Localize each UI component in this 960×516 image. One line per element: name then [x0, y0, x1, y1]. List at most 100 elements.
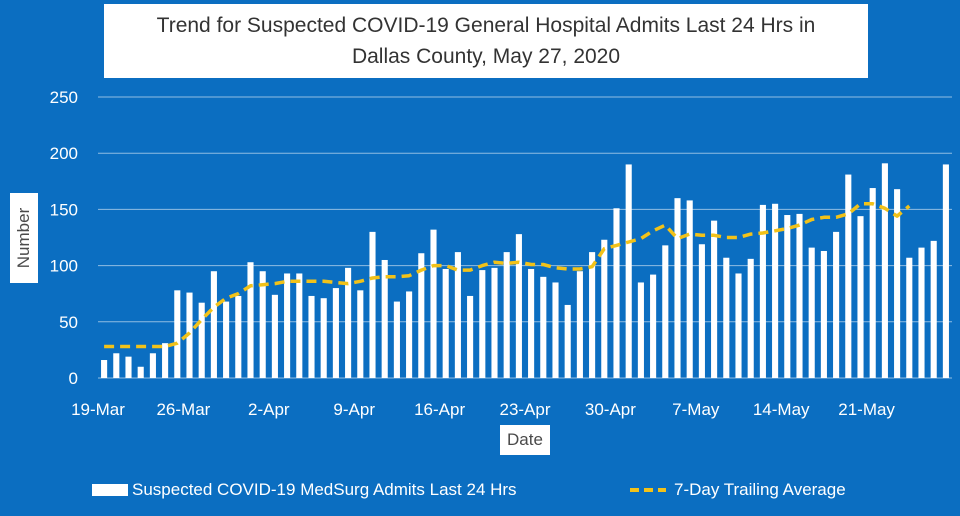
chart-title-line-1: Trend for Suspected COVID-19 General Hos… [156, 14, 816, 37]
bar-21-Mar [125, 356, 132, 378]
bar-3-Apr [284, 273, 291, 378]
bar-3-May [650, 274, 657, 378]
bar-19-May [845, 174, 852, 378]
bar-29-Mar [223, 301, 230, 378]
x-axis-label-text: Date [507, 430, 543, 449]
bar-22-Apr [515, 234, 522, 378]
bar-26-May [930, 240, 937, 378]
bar-19-Mar [101, 360, 108, 378]
legend-bar-swatch [92, 484, 128, 496]
x-tick-label-26-Mar: 26-Mar [156, 400, 210, 419]
trailing-average-line [104, 202, 911, 349]
x-tick-label-2-Apr: 2-Apr [248, 400, 290, 419]
bar-24-May [906, 257, 913, 378]
bar-4-May [662, 245, 669, 378]
bar-16-May [808, 247, 815, 378]
y-tick-label-100: 100 [50, 257, 78, 276]
bar-7-May [698, 244, 705, 378]
legend: Suspected COVID-19 MedSurg Admits Last 2… [0, 476, 960, 504]
bar-13-May [772, 203, 779, 378]
bar-29-Apr [601, 239, 608, 378]
y-tick-label-0: 0 [69, 369, 78, 388]
bar-28-Mar [210, 271, 217, 378]
bar-28-Apr [589, 252, 596, 378]
bar-24-Apr [540, 276, 547, 378]
bar-25-Apr [552, 282, 559, 378]
bar-23-May [894, 189, 901, 378]
bar-15-Apr [430, 229, 437, 378]
y-tick-label-150: 150 [50, 200, 78, 219]
bar-11-Apr [381, 259, 388, 378]
bar-5-May [674, 198, 681, 378]
bar-10-Apr [369, 231, 376, 378]
bar-6-Apr [320, 298, 327, 378]
x-tick-label-16-Apr: 16-Apr [414, 400, 465, 419]
bar-2-May [637, 282, 644, 378]
y-tick-label-50: 50 [59, 313, 78, 332]
x-axis-label: Date [500, 425, 550, 455]
bar-19-Apr [479, 270, 486, 378]
bar-23-Apr [528, 268, 535, 378]
bar-22-May [881, 163, 888, 378]
bar-17-May [820, 250, 827, 378]
bar-27-May [942, 164, 949, 378]
bar-11-May [747, 258, 754, 378]
line-series [104, 202, 911, 349]
bar-20-May [857, 216, 864, 378]
bar-26-Mar [186, 292, 193, 378]
bar-22-Mar [137, 366, 144, 378]
bar-15-May [796, 213, 803, 378]
y-tick-label-250: 250 [50, 88, 78, 107]
chart-plot: 0 50 100 150 200 250 19-Mar 26-Mar 2-Apr 9-Apr 16… [50, 88, 952, 419]
bar-9-May [723, 257, 730, 378]
x-tick-label-14-May: 14-May [753, 400, 810, 419]
bar-30-Mar [235, 295, 242, 378]
bar-24-Mar [162, 343, 169, 378]
bar-10-May [735, 273, 742, 378]
x-tick-label-7-May: 7-May [672, 400, 720, 419]
bar-13-Apr [406, 291, 413, 378]
y-axis-ticks: 0 50 100 150 200 250 [50, 88, 78, 388]
chart-title: Trend for Suspected COVID-19 General Hos… [104, 4, 868, 78]
bar-25-May [918, 247, 925, 378]
bar-31-Mar [247, 262, 254, 378]
x-tick-label-23-Apr: 23-Apr [499, 400, 550, 419]
bar-18-May [833, 231, 840, 378]
bar-17-Apr [454, 252, 461, 378]
bar-series [101, 163, 949, 378]
bar-4-Apr [296, 273, 303, 378]
bar-12-Apr [393, 301, 400, 378]
x-tick-label-9-Apr: 9-Apr [333, 400, 375, 419]
bar-20-Mar [113, 353, 120, 378]
x-axis-ticks: 19-Mar 26-Mar 2-Apr 9-Apr 16-Apr 23-Apr 30-Apr… [71, 400, 895, 419]
bar-14-Apr [418, 253, 425, 378]
legend-item-line: 7-Day Trailing Average [630, 476, 846, 504]
bar-30-Apr [613, 208, 620, 378]
x-tick-label-21-May: 21-May [838, 400, 895, 419]
bar-25-Mar [174, 290, 181, 378]
legend-line-label: 7-Day Trailing Average [674, 480, 846, 499]
bar-21-Apr [503, 252, 510, 378]
bar-18-Apr [467, 295, 474, 378]
bar-2-Apr [271, 294, 278, 378]
bar-1-May [625, 164, 632, 378]
chart-title-line-2: Dallas County, May 27, 2020 [351, 45, 621, 68]
x-tick-label-30-Apr: 30-Apr [585, 400, 636, 419]
y-tick-label-200: 200 [50, 144, 78, 163]
legend-bar-label: Suspected COVID-19 MedSurg Admits Last 2… [132, 480, 517, 499]
bar-7-Apr [332, 288, 339, 378]
bar-1-Apr [259, 271, 266, 378]
x-tick-label-19-Mar: 19-Mar [71, 400, 125, 419]
bar-23-Mar [149, 353, 156, 378]
bar-21-May [869, 188, 876, 378]
bar-8-May [711, 220, 718, 378]
bar-6-May [686, 200, 693, 378]
bar-9-Apr [357, 290, 364, 378]
y-axis-label: Number [10, 193, 38, 283]
y-axis-label-text: Number [14, 207, 33, 269]
bar-27-Mar [198, 302, 205, 378]
bar-27-Apr [576, 271, 583, 378]
bar-8-Apr [345, 267, 352, 378]
bar-12-May [759, 204, 766, 378]
